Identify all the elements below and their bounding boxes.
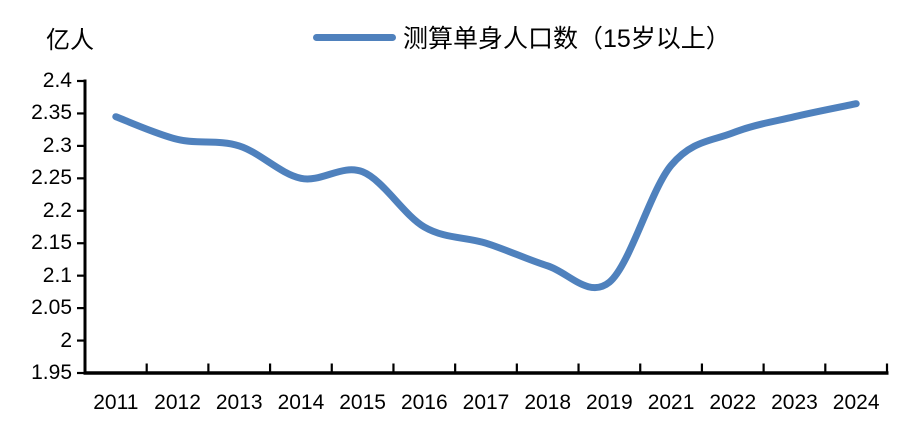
x-tick-label: 2023 — [771, 391, 818, 414]
legend-label: 测算单身人口数（15岁以上） — [403, 25, 731, 53]
x-tick-label: 2019 — [586, 391, 633, 414]
y-tick-label: 2.3 — [42, 133, 72, 157]
legend: 测算单身人口数（15岁以上） — [313, 19, 731, 55]
x-tick-label: 2017 — [462, 391, 510, 414]
x-tick-label: 2024 — [832, 391, 880, 414]
y-tick-label: 2.2 — [42, 198, 72, 222]
y-tick-label: 2.25 — [31, 166, 72, 190]
y-tick-label: 2.05 — [31, 296, 72, 320]
y-tick-label: 2 — [60, 328, 72, 352]
x-tick-label: 2013 — [215, 391, 263, 414]
x-tick-label: 2014 — [277, 391, 325, 414]
y-tick-label: 1.95 — [31, 361, 72, 384]
x-tick-label: 2021 — [647, 391, 695, 414]
x-tick-label: 2022 — [709, 391, 757, 414]
x-tick-label: 2012 — [154, 391, 201, 414]
y-tick-label: 2.4 — [42, 69, 72, 92]
y-axis-unit-label: 亿人 — [46, 27, 94, 54]
x-tick-label: 2016 — [400, 391, 448, 414]
series-line — [112, 100, 860, 292]
legend-line-swatch — [313, 33, 396, 41]
x-tick-label: 2011 — [93, 391, 139, 414]
y-tick-label: 2.35 — [31, 101, 72, 125]
x-tick-label: 2015 — [339, 391, 386, 414]
y-tick-label: 2.1 — [42, 263, 72, 287]
y-tick-label: 2.15 — [31, 231, 72, 255]
x-tick-label: 2018 — [524, 391, 572, 414]
